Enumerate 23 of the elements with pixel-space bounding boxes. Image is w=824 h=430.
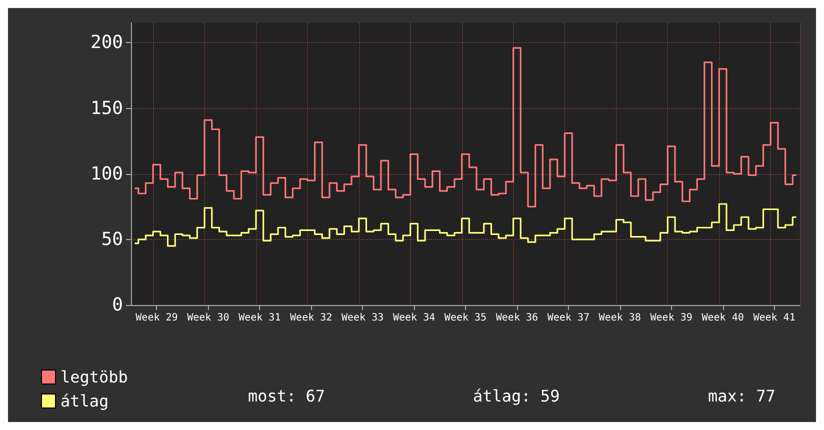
x-tick-label: Week 30 (187, 312, 230, 324)
y-tick-label: 0 (112, 294, 123, 316)
text: most: 67 (248, 386, 326, 406)
x-tick-label: Week 39 (650, 312, 692, 324)
text: max: 77 (708, 386, 776, 406)
x-tick-label: Week 36 (496, 312, 538, 324)
x-tick-label: Week 38 (598, 312, 641, 324)
y-tick-label: 50 (101, 228, 123, 250)
x-tick-label: Week 34 (392, 312, 436, 324)
x-tick-label: Week 41 (753, 312, 796, 324)
y-tick-label: 200 (90, 32, 123, 54)
x-tick-label: Week 40 (702, 312, 744, 324)
x-tick-label: Week 31 (238, 312, 281, 324)
x-tick-label: Week 32 (290, 312, 332, 324)
y-tick-label: 100 (90, 163, 123, 184)
text: átlag: 59 (473, 386, 560, 406)
x-tick-label: Week 35 (444, 312, 487, 324)
x-tick-label: Week 37 (547, 312, 590, 324)
x-tick-label: Week 33 (342, 312, 384, 324)
y-tick-label: 150 (90, 98, 123, 119)
x-tick-label: Week 29 (136, 312, 178, 324)
legend-label: legtöbb (60, 368, 128, 386)
legend-label: átlag (60, 392, 109, 410)
